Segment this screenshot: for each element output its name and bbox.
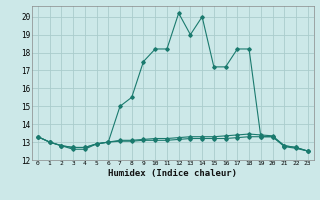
X-axis label: Humidex (Indice chaleur): Humidex (Indice chaleur) xyxy=(108,169,237,178)
